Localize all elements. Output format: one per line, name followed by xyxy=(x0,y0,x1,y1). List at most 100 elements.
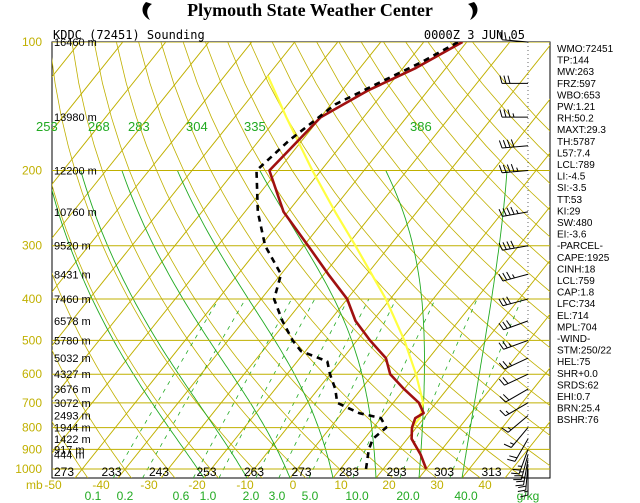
wind-barb xyxy=(498,240,529,251)
barb-feather xyxy=(507,458,516,462)
wind-barb xyxy=(498,206,529,217)
barb-feather xyxy=(516,167,519,172)
height-label: 1422 m xyxy=(54,434,91,446)
temperature-tick-label: -30 xyxy=(140,478,158,492)
pressure-tick-label: 600 xyxy=(22,367,42,381)
barb-shaft xyxy=(520,454,529,480)
barb-feather xyxy=(499,396,506,403)
barb-feather xyxy=(506,164,511,173)
moist-adiabat xyxy=(52,188,205,478)
sounding-time: 0000Z 3 JUN 05 xyxy=(424,28,525,42)
height-label: 8431 m xyxy=(54,269,91,281)
isotherm-line xyxy=(203,44,550,478)
wind-barb xyxy=(499,75,528,84)
theta-label: 335 xyxy=(244,119,266,134)
temperature-tick-label: 10 xyxy=(334,478,348,492)
chart-title: Plymouth State Weather Center xyxy=(187,0,433,20)
temperature-tick-label: 40 xyxy=(478,478,492,492)
wind-barb-layer xyxy=(498,31,529,498)
pressure-tick-label: 1000 xyxy=(15,462,42,476)
height-label: 16460 m xyxy=(54,37,97,49)
mixing-ratio-line xyxy=(278,298,370,478)
wind-barb xyxy=(520,468,529,498)
theta-tick-label: 233 xyxy=(101,465,121,479)
temperature-tick-label: -40 xyxy=(92,478,110,492)
wind-barb xyxy=(503,427,529,448)
sounding-indices: WMO:72451TP:144MW:263FRZ:597WBO:653PW:1.… xyxy=(557,44,614,426)
height-label: 444 m xyxy=(54,449,85,461)
barb-shaft xyxy=(503,339,529,350)
wind-barb xyxy=(517,464,529,493)
theta-label: 283 xyxy=(128,119,150,134)
theta-tick-label: 283 xyxy=(339,465,359,479)
barb-shaft xyxy=(502,39,529,43)
trace-layer xyxy=(255,42,464,470)
index-entry: BRN:25.4 xyxy=(557,404,601,415)
pressure-tick-label: 200 xyxy=(22,164,42,178)
wind-barb xyxy=(498,139,529,149)
wind-barb xyxy=(499,109,528,118)
height-label: 5780 m xyxy=(54,335,91,347)
isotherm-line xyxy=(289,152,550,478)
moist-adiabat xyxy=(461,170,508,478)
barb-feather xyxy=(502,272,508,281)
pressure-tick-label: 400 xyxy=(22,292,42,306)
header: Plymouth State Weather Center KDDC (7245… xyxy=(53,0,525,42)
barb-shaft xyxy=(502,298,529,307)
dry-adiabat xyxy=(71,42,307,478)
barb-feather xyxy=(498,378,505,386)
dry-adiabat xyxy=(116,42,394,478)
theta-tick-label: 243 xyxy=(149,465,169,479)
barb-feather xyxy=(502,321,508,329)
height-label: 12200 m xyxy=(54,166,97,178)
isotherm-line xyxy=(52,42,296,347)
pressure-tick-label: 100 xyxy=(22,35,42,49)
wind-barb xyxy=(501,415,529,433)
height-label: 6578 m xyxy=(54,316,91,328)
mb-unit-label: mb xyxy=(26,478,43,492)
dry-adiabat xyxy=(182,42,525,478)
isotherm-line xyxy=(332,205,550,478)
dry-adiabat xyxy=(271,42,550,377)
barb-feather xyxy=(502,164,507,173)
dry-adiabat xyxy=(249,42,550,407)
dry-adiabat xyxy=(360,42,550,265)
barb-shaft xyxy=(503,320,529,331)
barb-feather xyxy=(510,240,515,249)
barb-shaft xyxy=(505,402,529,417)
height-label: 5032 m xyxy=(54,353,91,365)
moist-adiabat xyxy=(385,170,425,478)
barb-feather xyxy=(520,494,529,498)
pressure-tick-label: 300 xyxy=(22,239,42,253)
height-label: 10760 m xyxy=(54,207,97,219)
mixing-ratio-line xyxy=(255,298,349,478)
dry-adiabat xyxy=(338,42,550,293)
barb-feather xyxy=(515,484,524,487)
moist-adiabat xyxy=(259,170,377,478)
theta-label: 253 xyxy=(36,119,58,134)
barb-shaft xyxy=(510,427,529,448)
height-label: 1944 m xyxy=(54,423,91,435)
barb-feather xyxy=(498,165,503,173)
wind-barb xyxy=(499,402,529,417)
barb-feather xyxy=(498,242,503,251)
height-label: 917 m xyxy=(54,444,85,456)
index-entry: SI:-3.5 xyxy=(557,183,587,194)
barb-feather xyxy=(503,75,507,84)
index-entry: LI:-4.5 xyxy=(557,172,586,183)
isotherm-line xyxy=(52,42,210,239)
index-entry: MPL:704 xyxy=(557,322,597,333)
theta-tick-label: 273 xyxy=(54,465,74,479)
barb-feather xyxy=(518,485,527,489)
temperature-tick-label: 30 xyxy=(430,478,444,492)
mixing-ratio-line xyxy=(352,298,436,478)
barb-feather xyxy=(499,75,503,84)
barb-shaft xyxy=(502,170,529,174)
isotherm-line xyxy=(74,42,425,478)
pressure-tick-label: 800 xyxy=(22,421,42,435)
barb-feather xyxy=(510,139,515,148)
pressure-tick-label: 500 xyxy=(22,333,42,347)
index-entry: PW:1.21 xyxy=(557,102,596,113)
index-entry: MAXT:29.3 xyxy=(557,125,606,136)
